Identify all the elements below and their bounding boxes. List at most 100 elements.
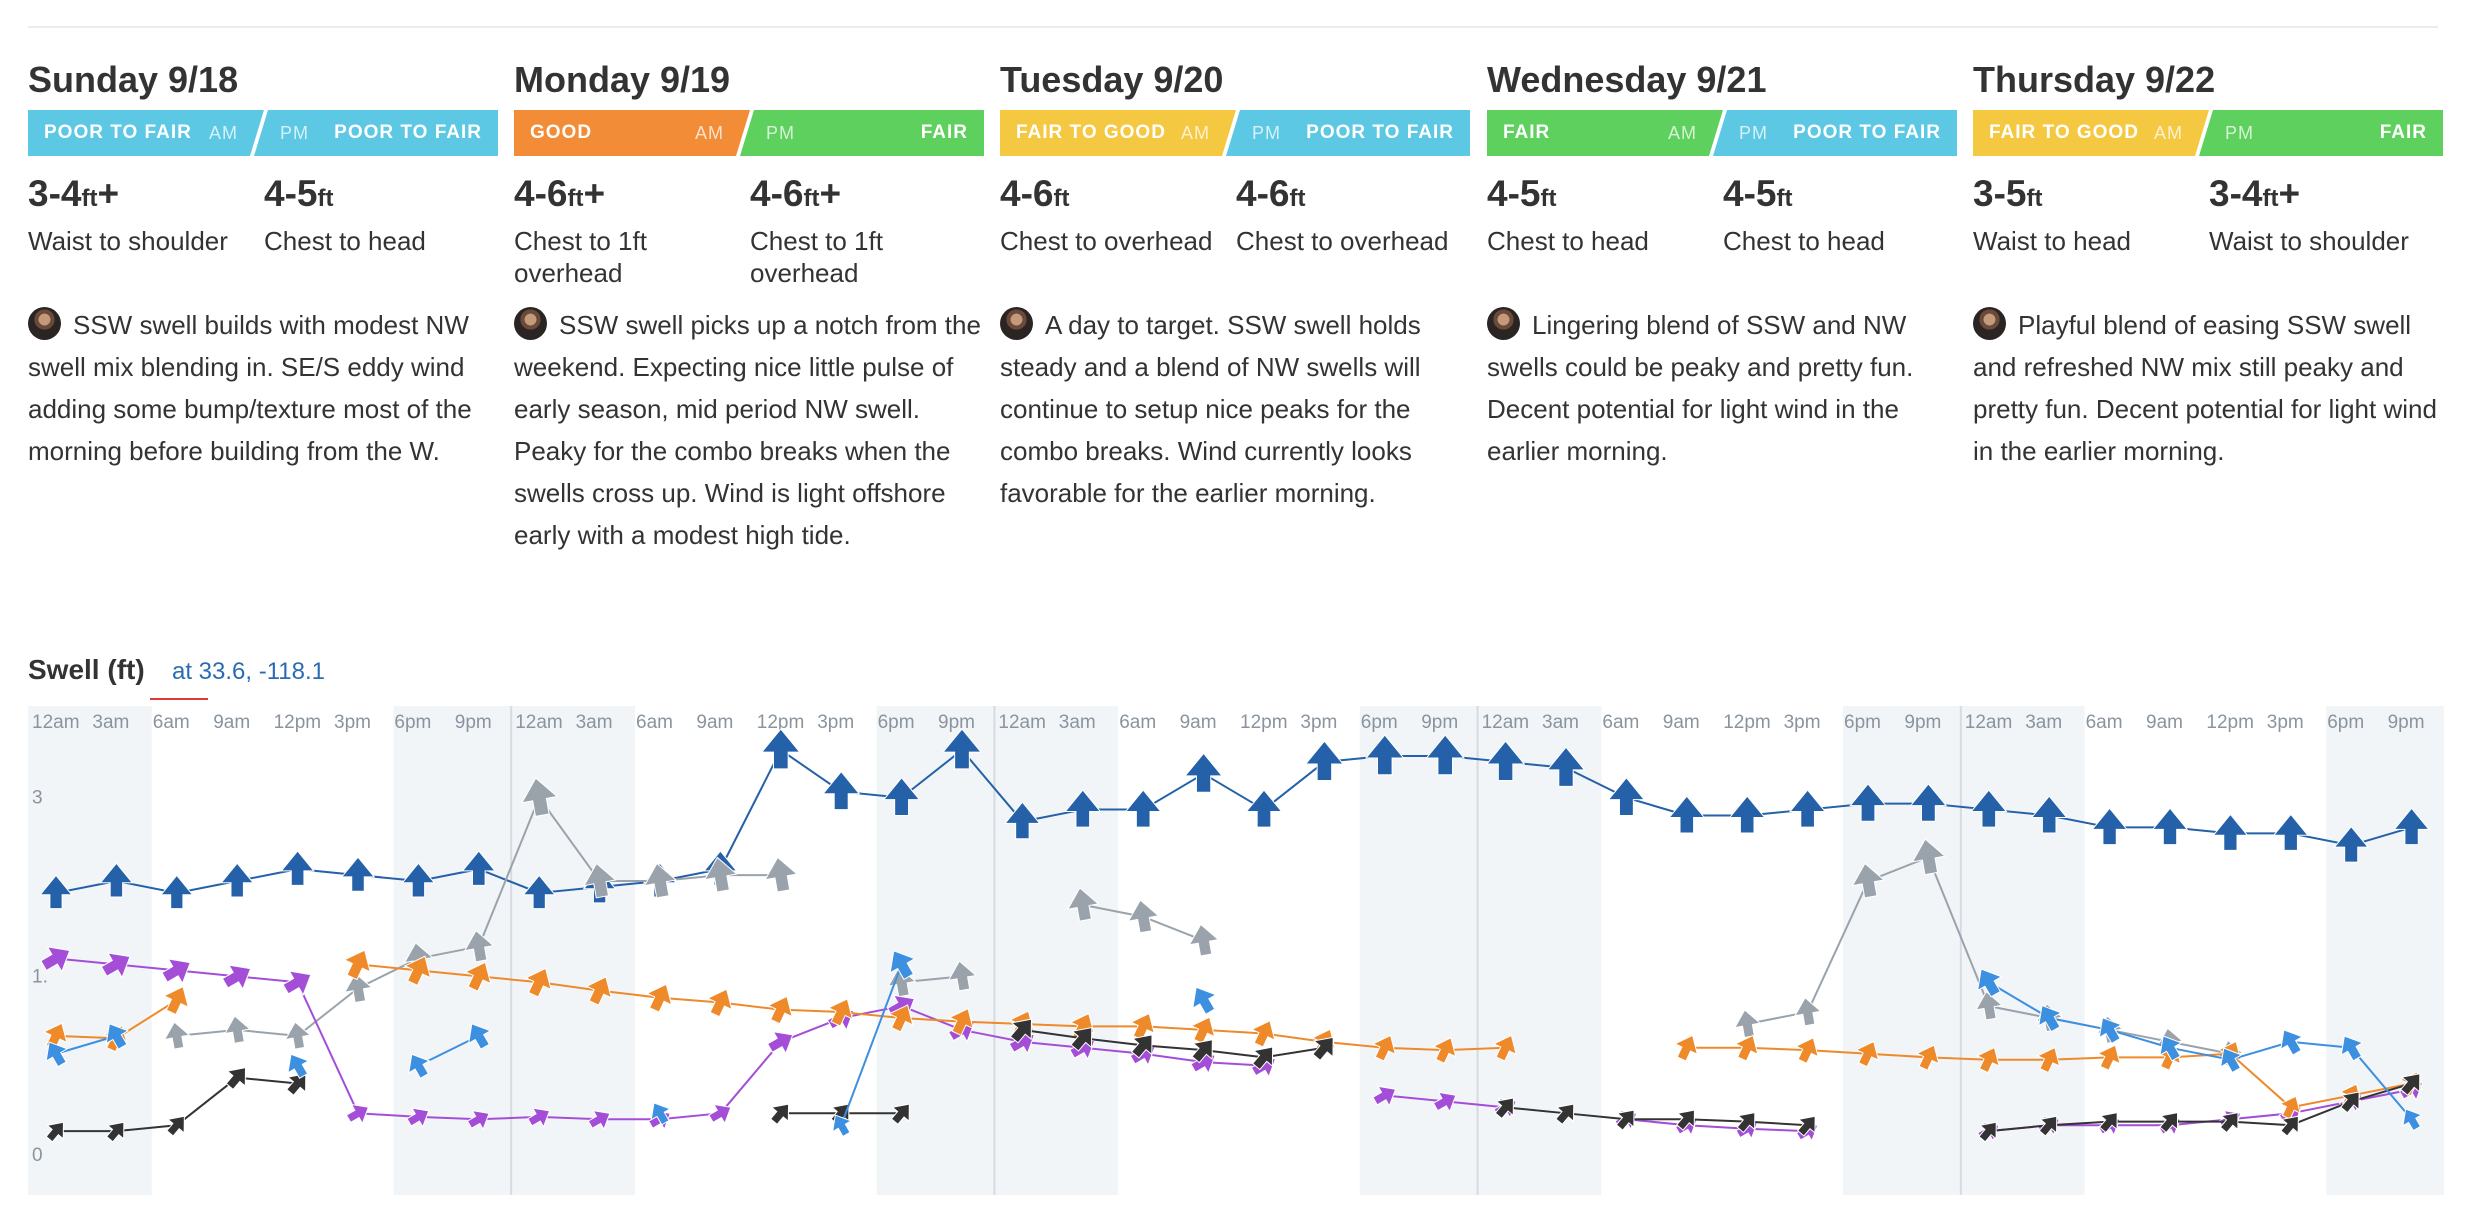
- swell-arrow: [2400, 1073, 2421, 1096]
- x-tick-label: 6pm: [394, 712, 431, 733]
- series-line: [2290, 1100, 2352, 1127]
- series-line: [1324, 1040, 1385, 1049]
- am-height-desc: Chest to overhead: [1000, 226, 1213, 256]
- arrow-shape: [1796, 1115, 1816, 1137]
- x-tick-label: 9am: [696, 712, 733, 733]
- series-line: [2049, 1017, 2110, 1031]
- pm-rating-label: POOR TO FAIR: [334, 122, 482, 143]
- day-title: Monday 9/19: [514, 59, 731, 100]
- forecast-summary: Playful blend of easing SSW swell and re…: [1973, 304, 2443, 472]
- swell-arrow: [1127, 899, 1160, 934]
- pm-height-unit: ft: [1776, 185, 1793, 212]
- x-tick-label: 3am: [1542, 712, 1579, 733]
- arrow-shape: [461, 850, 497, 886]
- night-band: [1359, 706, 1478, 1195]
- swell-arrow: [2038, 1115, 2058, 1137]
- swell-arrow: [406, 1107, 430, 1128]
- x-tick-label: 6pm: [878, 712, 915, 733]
- pm-tag: PM: [2225, 123, 2254, 143]
- chart-location-link[interactable]: at 33.6, -118.1: [172, 658, 325, 685]
- am-rating: FAIR TO GOOD AM: [1973, 110, 2209, 156]
- day-column-thursday: Thursday 9/22 FAIR TO GOOD AM PM FAIR 3-5f…: [1973, 58, 2443, 472]
- series-line: [477, 797, 541, 947]
- swell-arrow: [708, 1103, 732, 1125]
- arrow-shape: [1251, 1046, 1274, 1071]
- x-tick-label: 12am: [1482, 712, 1530, 733]
- swell-arrow: [1312, 1036, 1334, 1061]
- swell-arrow: [2333, 825, 2370, 863]
- x-tick-label: 3am: [92, 712, 129, 733]
- arrow-shape: [224, 1015, 252, 1044]
- series-line: [538, 797, 601, 882]
- night-band: [28, 706, 152, 1195]
- swell-arrow: [524, 967, 552, 998]
- swell-arrow: [287, 1053, 310, 1079]
- arrow-shape: [163, 1021, 191, 1050]
- x-tick-label: 12am: [998, 712, 1046, 733]
- am-height-desc: Chest to head: [1487, 226, 1649, 256]
- arrow-shape: [1734, 1034, 1759, 1062]
- arrow-shape: [2333, 825, 2370, 863]
- arrow-shape: [887, 966, 917, 998]
- swell-arrow: [1794, 1037, 1819, 1064]
- arrow-shape: [889, 950, 916, 981]
- arrow-shape: [1977, 968, 2003, 998]
- arrow-shape: [2393, 807, 2430, 846]
- pm-rating: PM FAIR: [2199, 110, 2443, 156]
- arrow-shape: [1546, 746, 1586, 787]
- swell-arrow: [1788, 789, 1827, 828]
- arrow-shape: [160, 874, 194, 910]
- swell-arrow: [1190, 1016, 1216, 1045]
- arrow-shape: [1124, 789, 1162, 828]
- series-line: [961, 1028, 1023, 1043]
- series-line: [1143, 1044, 1204, 1052]
- arrow-shape: [831, 1114, 853, 1138]
- arrow-shape: [1372, 1085, 1397, 1107]
- x-tick-label: 6pm: [2327, 712, 2364, 733]
- arrow-shape: [1190, 1016, 1216, 1045]
- am-height-unit: ft: [2026, 185, 2043, 212]
- series-line: [539, 1115, 600, 1121]
- swell-arrow: [40, 946, 71, 973]
- swell-arrow: [527, 1107, 551, 1128]
- arrow-shape: [527, 1107, 551, 1128]
- arrow-shape: [522, 874, 556, 910]
- swell-arrow: [643, 862, 678, 899]
- swell-arrow: [1668, 795, 1706, 834]
- swell-chart[interactable]: 12am 3am 6am 9am 12pm 3pm 6pm 9pm 12am 3am 6am 9am 1…: [0, 700, 2466, 1200]
- am-height-plus: +: [583, 173, 606, 214]
- swell-arrow: [1911, 838, 1947, 876]
- arrow-shape: [345, 1103, 370, 1125]
- pm-height-desc: Chest to overhead: [1236, 226, 1449, 256]
- arrow-shape: [947, 960, 978, 992]
- series-line: [2109, 1028, 2171, 1049]
- swell-arrow: [166, 1115, 185, 1137]
- arrow-shape: [888, 1004, 914, 1033]
- x-tick-label: 6pm: [1361, 712, 1398, 733]
- arrow-shape: [2159, 1035, 2183, 1062]
- swell-arrow: [2159, 1035, 2183, 1062]
- pm-height-range: 4-6: [1236, 173, 1290, 214]
- arrow-shape: [1794, 996, 1822, 1027]
- arrow-shape: [2279, 1095, 2301, 1120]
- series-line: [2049, 1120, 2110, 1127]
- arrow-shape: [2219, 1047, 2243, 1074]
- swell-arrow: [942, 728, 982, 770]
- pm-height-unit: ft: [1289, 185, 1306, 212]
- series-line: [418, 1115, 479, 1121]
- arrow-shape: [587, 1109, 611, 1131]
- swell-arrow: [1485, 740, 1526, 782]
- series-line: [961, 749, 1024, 823]
- swell-arrow: [345, 1103, 370, 1125]
- arrow-shape: [942, 728, 982, 770]
- swell-arrow: [105, 1023, 130, 1050]
- swell-arrow: [1975, 990, 2004, 1021]
- swell-arrow: [464, 961, 492, 992]
- x-tick-label: 3pm: [1300, 712, 1337, 733]
- series-line: [840, 964, 903, 1126]
- forecast-summary: SSW swell picks up a notch from the week…: [514, 304, 984, 556]
- pm-rating: PM POOR TO FAIR: [1713, 110, 1957, 156]
- am-height: 4-6ft Chest to overhead: [1000, 172, 1230, 257]
- arrow-shape: [2159, 1111, 2179, 1134]
- summary-text: Lingering blend of SSW and NW swells cou…: [1487, 310, 1914, 466]
